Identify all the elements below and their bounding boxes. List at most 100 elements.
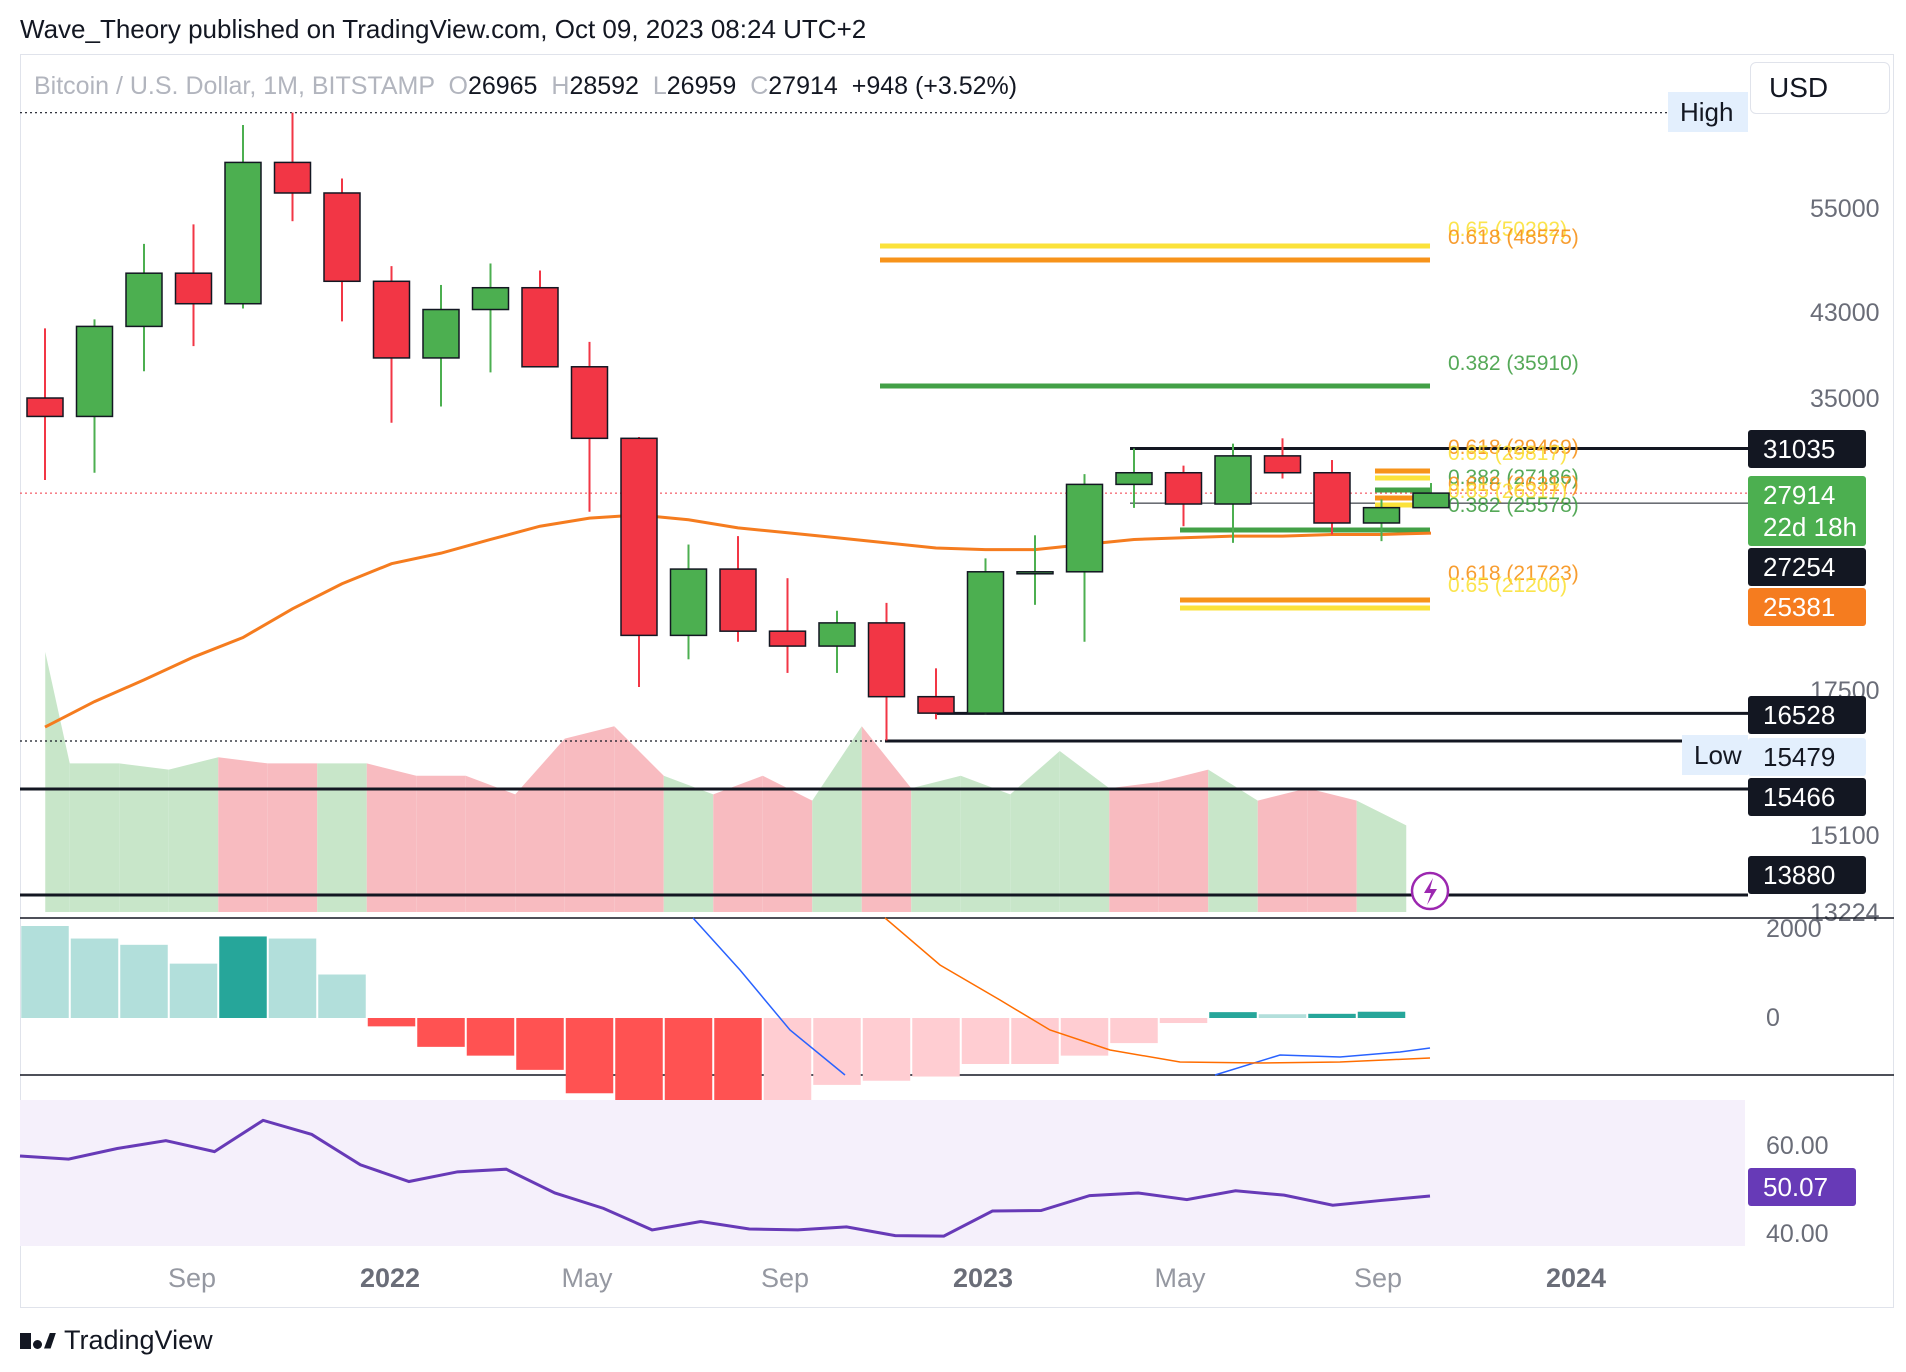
close-value: 27914 (768, 72, 838, 100)
rsi-value-box (1748, 1168, 1856, 1206)
volume-area-segment (119, 763, 169, 912)
candle-body (75, 325, 114, 418)
macd-signal-line (884, 917, 1431, 1064)
candle-body (1016, 571, 1054, 575)
fib-level-label: 0.65 (50292) (1448, 218, 1567, 241)
candle-body (26, 397, 64, 418)
candle-body (1362, 506, 1401, 524)
macd-histogram-bar (516, 1018, 564, 1070)
macd-histogram-bar (714, 1018, 762, 1115)
volume-area-segment (960, 775, 1011, 912)
time-axis-tick: 2022 (360, 1263, 420, 1293)
volume-area-segment (762, 775, 813, 912)
fib-level-label: 0.618 (29469) (1448, 436, 1579, 459)
publisher-line: Wave_Theory published on TradingView.com… (20, 14, 867, 44)
candle-body (174, 272, 213, 305)
candle-body (620, 437, 658, 637)
price-marker-box (1682, 735, 1748, 775)
low-value: 26959 (666, 72, 737, 100)
high-label: H (551, 72, 570, 100)
rsi-band (20, 1100, 1745, 1246)
volume-area-segment (614, 726, 664, 912)
volume-area-segment (317, 763, 367, 912)
price-label-text: 16528 (1763, 700, 1835, 730)
price-marker-label: Low (1694, 740, 1742, 770)
candle-body (867, 622, 906, 698)
time-axis-tick: Sep (168, 1263, 216, 1293)
price-axis-tick: 35000 (1810, 385, 1880, 413)
fib-level-label: 0.618 (26317) (1448, 473, 1579, 496)
fib-level-label: 0.382 (27186) (1448, 466, 1579, 489)
fib-level-label: 0.382 (35910) (1448, 352, 1579, 375)
currency-selector[interactable]: USD (1750, 62, 1890, 114)
candle-body (1313, 471, 1351, 524)
macd-histogram-bar (565, 1018, 614, 1094)
candle-body (570, 366, 609, 440)
macd-histogram-bar (169, 963, 218, 1018)
macd-histogram-bar (70, 938, 119, 1018)
macd-histogram-bar (367, 1018, 416, 1027)
fib-level-label: 0.65 (26317) (1448, 480, 1567, 503)
price-label-box (1748, 476, 1866, 546)
candle-body (1412, 492, 1450, 509)
fib-level-label: 0.65 (29817) (1448, 442, 1567, 465)
candle-body (372, 280, 411, 359)
volume-area-segment (218, 757, 268, 912)
time-axis-tick: 2024 (1546, 1263, 1606, 1293)
macd-histogram-bar (813, 1018, 861, 1085)
chart-frame (20, 54, 1894, 1308)
fib-level-label: 0.618 (21723) (1448, 562, 1579, 585)
candle-body (224, 161, 262, 305)
time-axis-tick: Sep (1354, 1263, 1402, 1293)
rsi-axis-tick: 40.00 (1766, 1220, 1829, 1248)
price-marker-label: High (1680, 97, 1733, 127)
price-label-text: 27254 (1763, 552, 1835, 582)
price-label-box (1748, 430, 1866, 468)
candle-body (125, 272, 163, 328)
volume-area-segment (861, 726, 912, 912)
price-label-countdown: 22d 18h (1763, 512, 1857, 542)
candle-body (471, 286, 510, 311)
price-axis-tick: 13224 (1810, 899, 1880, 927)
price-label-text: 31035 (1763, 434, 1835, 464)
macd-histogram-bar (1357, 1011, 1406, 1018)
macd-histogram-bar (664, 1018, 713, 1115)
macd-histogram-bar (1110, 1018, 1158, 1044)
volume-area-segment (1257, 788, 1308, 912)
price-label-text: 25381 (1763, 592, 1835, 622)
macd-histogram-bar (961, 1018, 1010, 1064)
candle-body (1115, 471, 1153, 486)
price-label-text: 15466 (1763, 782, 1835, 812)
volume-area-segment (564, 726, 615, 912)
price-label-box (1748, 548, 1866, 586)
change-value: +948 (+3.52%) (851, 72, 1018, 100)
macd-histogram-bar (268, 938, 317, 1018)
open-value: 26965 (467, 72, 538, 100)
macd-line (1214, 1047, 1431, 1076)
volume-area-segment (366, 763, 417, 912)
brand: TradingView (20, 1325, 213, 1356)
symbol-name: Bitcoin / U.S. Dollar, 1M, BITSTAMP (34, 72, 435, 100)
candle-body (1164, 471, 1203, 505)
price-axis-tick: 15100 (1810, 822, 1880, 850)
macd-histogram-bar (417, 1018, 465, 1047)
price-label-box (1748, 856, 1866, 894)
candle-body (719, 568, 757, 632)
volume-area-segment (515, 738, 565, 912)
time-axis-tick: 2023 (953, 1263, 1013, 1293)
macd-histogram-bar (1308, 1013, 1356, 1018)
volume-area-segment (1356, 800, 1407, 912)
macd-line (692, 917, 846, 1076)
rsi-value-label: 50.07 (1763, 1172, 1828, 1202)
price-marker-box (1668, 92, 1748, 132)
high-value: 28592 (569, 72, 639, 100)
macd-histogram-bar (615, 1018, 663, 1115)
volume-area-segment (663, 775, 714, 912)
candle-body (818, 622, 856, 647)
macd-histogram-bar (21, 926, 69, 1018)
candle-body (1263, 455, 1302, 474)
low-label: L (652, 72, 667, 100)
brand-name: TradingView (64, 1325, 213, 1355)
volume-area-segment (267, 763, 318, 912)
